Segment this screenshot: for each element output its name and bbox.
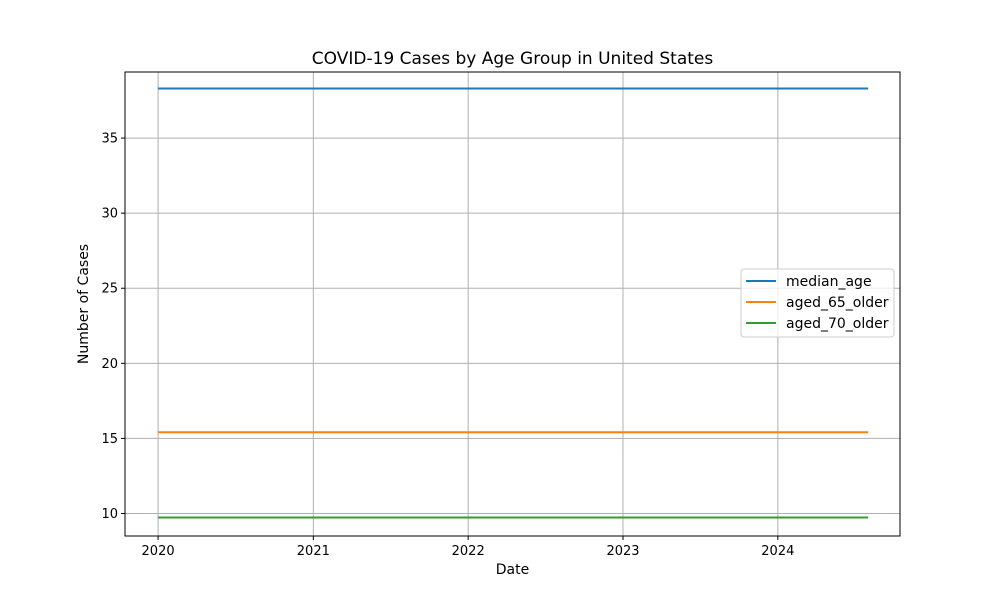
legend-label-aged-70-older: aged_70_older [786,316,889,332]
y-tick-label: 30 [101,207,118,222]
x-tick-label: 2023 [606,544,639,559]
x-tick-label: 2024 [761,544,794,559]
legend-box [740,268,895,338]
plot-lines [158,87,869,519]
x-axis-label: Date [496,562,529,578]
x-tick-label: 2020 [142,544,175,559]
chart-title: COVID-19 Cases by Age Group in United St… [312,49,714,69]
y-axis-label: Number of Cases [76,244,92,364]
y-tick-label: 25 [101,282,118,297]
legend-label-median-age: median_age [786,274,872,290]
y-tick-label: 15 [101,432,118,447]
y-tick-label: 35 [101,132,118,147]
x-tick-label: 2022 [452,544,485,559]
y-tick-label: 20 [101,357,118,372]
axis-ticks: 2020 2021 2022 2023 2024 10 15 20 25 30 35 [101,132,794,559]
grid [125,72,900,536]
plot-frame [124,71,901,537]
y-tick-label: 10 [101,507,118,522]
legend: median_age aged_65_older aged_70_older [740,268,895,338]
legend-label-aged-65-older: aged_65_older [786,295,889,311]
x-tick-label: 2021 [297,544,330,559]
